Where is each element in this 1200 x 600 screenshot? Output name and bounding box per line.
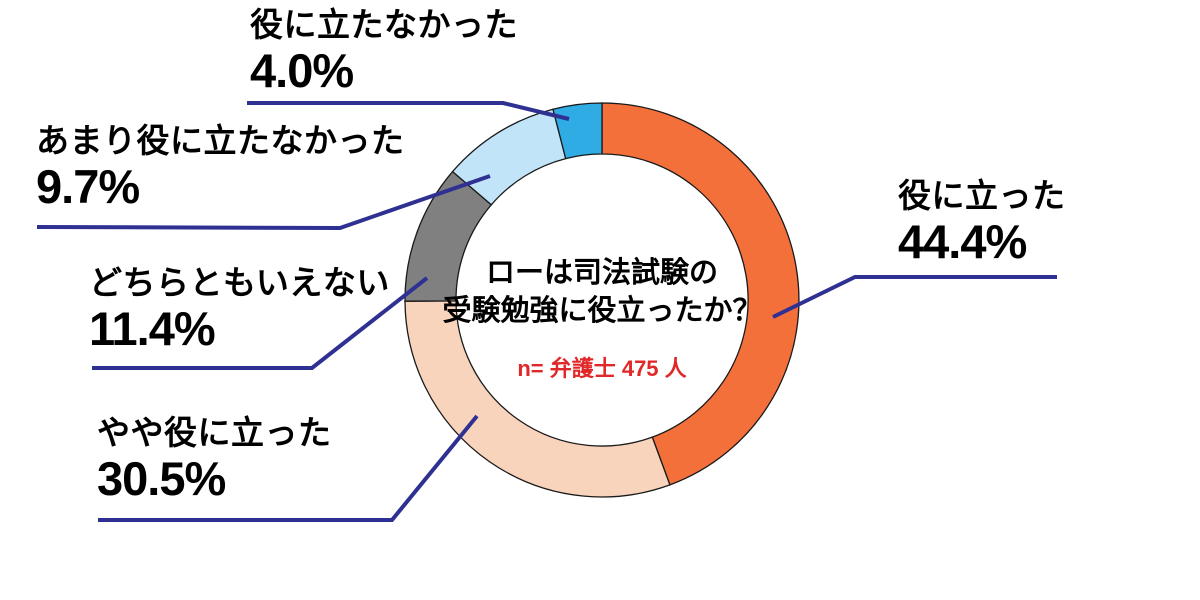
chart-question-title: ローは司法試験の 受験勉強に役立ったか？ (442, 254, 762, 330)
callout-somewhat-useful: やや役に立った 30.5% (97, 412, 332, 504)
callout-useful-percent: 44.4% (898, 215, 1027, 268)
callout-not-very-useful-label: あまり役に立たなかった (36, 122, 405, 159)
sample-size-note: n= 弁護士 475 人 (517, 356, 687, 381)
callout-neutral-percent: 11.4% (89, 302, 216, 355)
chart-question-line1: ローは司法試験の (485, 257, 718, 289)
leader-line-1 (98, 414, 479, 522)
callout-useful: 役に立った 44.4% (898, 175, 1066, 267)
callout-not-useful: 役に立たなかった 4.0% (250, 4, 518, 96)
donut-segment-0 (601, 102, 800, 486)
callout-useful-label: 役に立った (898, 177, 1066, 214)
leader-line-3 (36, 174, 491, 231)
donut-segment-1 (404, 300, 671, 498)
callout-not-very-useful-percent: 9.7% (36, 160, 140, 213)
callout-not-useful-percent: 4.0% (250, 44, 354, 97)
leader-line-0 (772, 275, 1057, 319)
chart-question-line2: 受験勉強に役立ったか？ (442, 295, 762, 327)
callout-somewhat-useful-label: やや役に立った (97, 414, 332, 451)
callout-not-useful-label: 役に立たなかった (250, 6, 518, 43)
donut-center-text: ローは司法試験の 受験勉強に役立ったか？ n= 弁護士 475 人 (442, 254, 762, 382)
callout-neutral-label: どちらともいえない (89, 264, 390, 301)
callout-somewhat-useful-percent: 30.5% (97, 452, 226, 505)
leader-line-4 (247, 101, 570, 121)
leader-line-2 (92, 276, 429, 370)
callout-neutral: どちらともいえない 11.4% (89, 262, 390, 354)
callout-not-very-useful: あまり役に立たなかった 9.7% (36, 120, 405, 212)
